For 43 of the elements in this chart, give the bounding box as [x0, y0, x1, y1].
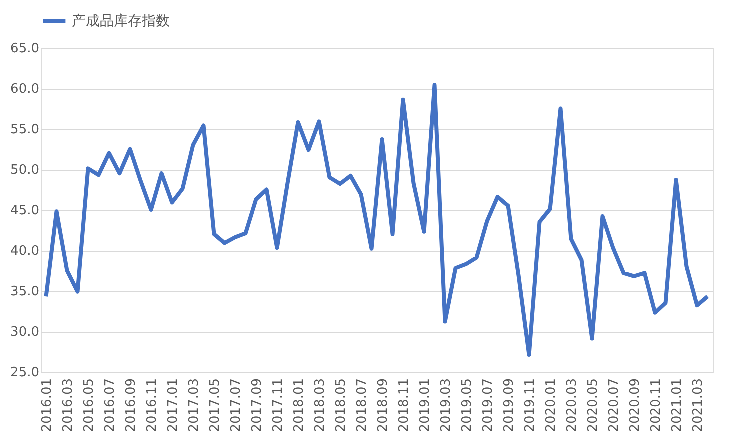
y-tick-label: 60.0 — [10, 82, 40, 97]
x-tick-label: 2019.07 — [480, 378, 496, 432]
y-tick-label: 65.0 — [10, 42, 40, 56]
x-tick-label: 2018.01 — [292, 378, 307, 432]
x-tick-label: 2018.03 — [312, 378, 328, 432]
x-tick-label: 2020.09 — [628, 378, 643, 432]
x-tick-label: 2016.11 — [144, 378, 160, 432]
y-tick-label: 25.0 — [10, 366, 40, 380]
x-tick-label: 2016.03 — [60, 378, 76, 432]
x-tick-label: 2018.05 — [334, 378, 349, 432]
x-tick-label: 2016.05 — [82, 378, 97, 432]
x-tick-label: 2017.11 — [270, 378, 286, 432]
x-tick-label: 2017.01 — [166, 378, 181, 432]
legend-label: 产成品库存指数 — [72, 14, 170, 30]
y-tick-label: 30.0 — [10, 325, 40, 340]
x-tick-label: 2018.11 — [396, 378, 412, 432]
y-tick-label: 40.0 — [10, 244, 40, 259]
x-tick-label: 2020.03 — [564, 378, 580, 432]
x-tick-label: 2020.07 — [606, 378, 622, 432]
x-tick-label: 2016.09 — [124, 378, 139, 432]
x-tick-label: 2021.01 — [670, 378, 685, 432]
x-tick-label: 2017.07 — [228, 378, 244, 432]
x-tick-label: 2021.03 — [690, 378, 706, 432]
x-tick-label: 2017.03 — [186, 378, 202, 432]
x-tick-label: 2018.09 — [376, 378, 391, 432]
x-tick-label: 2017.09 — [250, 378, 265, 432]
x-tick-label: 2019.11 — [522, 378, 538, 432]
x-tick-label: 2016.07 — [102, 378, 118, 432]
x-tick-label: 2019.03 — [438, 378, 454, 432]
y-tick-label: 45.0 — [10, 204, 40, 218]
x-tick-label: 2020.01 — [544, 378, 559, 432]
line-series — [44, 83, 710, 357]
x-tick-label: 2020.11 — [648, 378, 664, 432]
y-tick-label: 55.0 — [10, 122, 40, 138]
x-tick-label: 2019.01 — [418, 378, 433, 432]
x-tick-label: 2017.05 — [208, 378, 223, 432]
x-tick-label: 2016.01 — [40, 378, 55, 432]
x-tick-label: 2019.09 — [502, 378, 517, 432]
y-tick-label: 50.0 — [10, 163, 40, 178]
x-tick-label: 2020.05 — [586, 378, 601, 432]
x-tick-label: 2018.07 — [354, 378, 370, 432]
y-tick-label: 35.0 — [10, 284, 40, 300]
x-tick-label: 2019.05 — [460, 378, 475, 432]
